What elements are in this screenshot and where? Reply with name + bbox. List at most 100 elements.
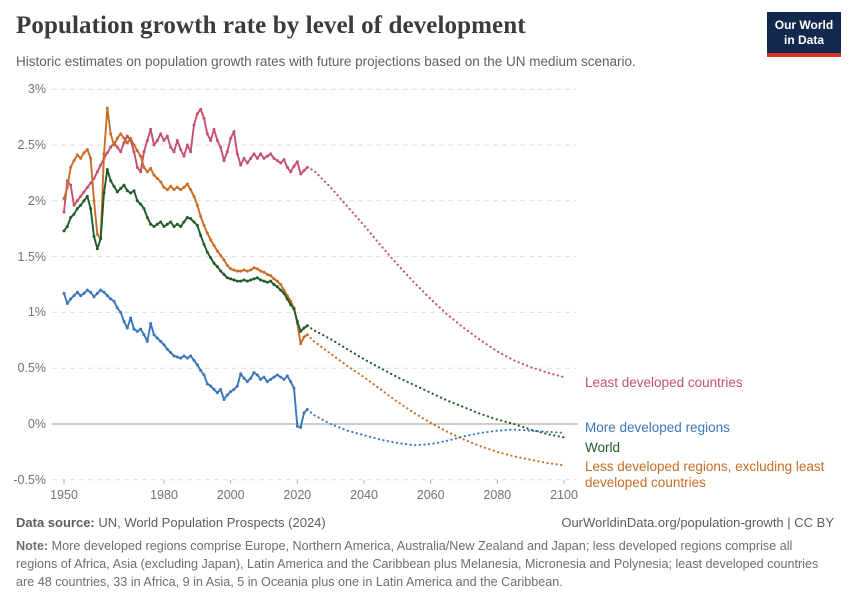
- owid-logo[interactable]: Our World in Data: [767, 12, 841, 57]
- y-tick-label: 1.5%: [17, 249, 47, 264]
- data-point: [105, 106, 109, 110]
- data-point: [155, 139, 159, 143]
- data-point: [195, 363, 199, 367]
- data-point: [222, 272, 226, 276]
- data-point: [189, 150, 193, 154]
- data-point: [95, 291, 99, 295]
- data-point: [165, 134, 169, 138]
- data-point: [125, 326, 129, 330]
- data-point: [209, 238, 213, 242]
- note-value: More developed regions comprise Europe, …: [16, 539, 819, 589]
- data-point: [242, 268, 246, 272]
- data-point: [185, 182, 189, 186]
- data-point: [232, 387, 236, 391]
- data-point: [149, 127, 153, 131]
- data-point: [145, 139, 149, 143]
- data-point: [279, 375, 283, 379]
- data-point: [155, 336, 159, 340]
- data-point: [289, 170, 293, 174]
- data-point: [122, 319, 126, 323]
- series-line-projection-2: [306, 324, 566, 439]
- data-source-label: Data source:: [16, 515, 95, 530]
- data-point: [115, 306, 119, 310]
- data-point: [75, 199, 79, 203]
- series-label-more-developed-regions[interactable]: More developed regions: [585, 420, 730, 435]
- series-label-world[interactable]: World: [585, 440, 621, 455]
- data-point: [75, 153, 79, 157]
- data-point: [242, 278, 246, 282]
- data-point: [219, 253, 223, 257]
- data-point: [82, 151, 86, 155]
- data-point: [249, 278, 253, 282]
- x-tick-label: 1980: [150, 488, 178, 502]
- data-point: [212, 243, 216, 247]
- data-point: [105, 168, 109, 172]
- data-point: [252, 277, 256, 281]
- x-tick-label: 2060: [416, 488, 445, 502]
- data-point: [282, 291, 286, 295]
- data-point: [225, 276, 229, 280]
- data-point: [199, 214, 203, 218]
- data-point: [75, 207, 79, 211]
- data-point: [242, 376, 246, 380]
- data-point: [155, 222, 159, 226]
- data-point: [125, 189, 129, 193]
- data-point: [79, 156, 83, 160]
- data-point: [135, 165, 139, 169]
- x-tick-label: 2100: [550, 488, 578, 502]
- data-point: [262, 375, 266, 379]
- data-point: [255, 373, 259, 377]
- data-point: [245, 279, 249, 283]
- data-point: [189, 217, 193, 221]
- data-point: [119, 150, 123, 154]
- data-point: [292, 307, 296, 311]
- data-point: [205, 250, 209, 254]
- data-point: [232, 130, 236, 134]
- data-point: [262, 270, 266, 274]
- data-point: [269, 377, 273, 381]
- data-point: [149, 322, 153, 326]
- data-point: [135, 199, 139, 203]
- data-point: [175, 139, 179, 143]
- data-point: [272, 156, 276, 160]
- data-point: [262, 156, 266, 160]
- data-point: [159, 132, 163, 136]
- data-point: [112, 143, 116, 147]
- data-point: [132, 150, 136, 154]
- data-point: [162, 343, 166, 347]
- series-label-least-developed-countries[interactable]: Least developed countries: [585, 375, 743, 390]
- data-point: [302, 326, 306, 330]
- owid-url-cc-by[interactable]: OurWorldinData.org/population-growth | C…: [561, 515, 834, 530]
- y-tick-label: 2%: [27, 193, 46, 208]
- data-point: [179, 188, 183, 192]
- data-point: [259, 152, 263, 156]
- data-point: [62, 197, 66, 201]
- y-tick-label: 0%: [27, 417, 46, 431]
- data-point: [249, 156, 253, 160]
- data-point: [109, 179, 113, 183]
- data-point: [179, 147, 183, 151]
- data-point: [299, 329, 303, 333]
- data-point: [92, 199, 96, 203]
- data-point: [169, 184, 173, 188]
- data-point: [72, 159, 76, 163]
- data-point: [285, 165, 289, 169]
- chart-subtitle: Historic estimates on population growth …: [16, 54, 636, 69]
- data-point: [159, 339, 163, 343]
- data-point: [79, 294, 83, 298]
- data-point: [212, 387, 216, 391]
- data-point: [112, 184, 116, 188]
- data-point: [119, 310, 123, 314]
- data-point: [182, 154, 186, 158]
- data-point: [205, 382, 209, 386]
- data-point: [82, 190, 86, 194]
- data-point: [189, 188, 193, 192]
- data-point: [119, 132, 123, 136]
- series-line-projection-0: [306, 166, 566, 379]
- data-point: [152, 333, 156, 337]
- data-point: [89, 290, 93, 294]
- series-label-less-developed-regions-excluding-least-developed-countries[interactable]: Less developed regions, excluding least …: [585, 459, 825, 491]
- data-point: [155, 176, 159, 180]
- data-point: [99, 163, 103, 167]
